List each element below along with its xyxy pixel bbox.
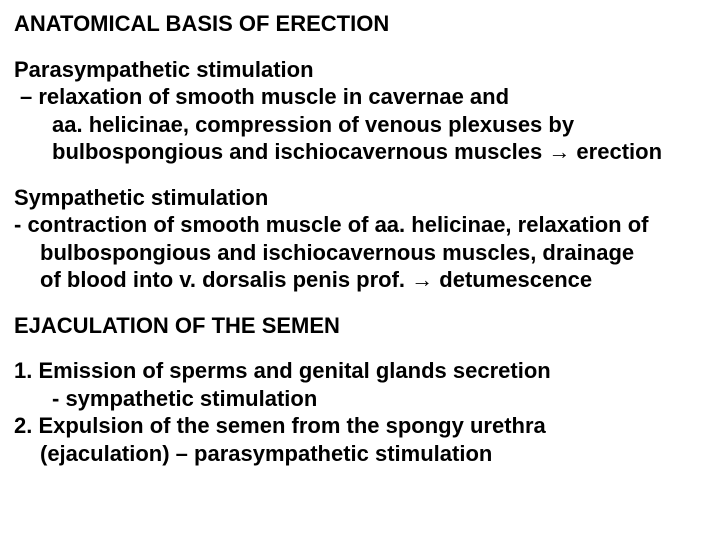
parasympathetic-heading: Parasympathetic stimulation: [14, 56, 706, 84]
sympathetic-block: Sympathetic stimulation - contraction of…: [14, 184, 706, 294]
heading-anatomical-basis: ANATOMICAL BASIS OF ERECTION: [14, 10, 706, 38]
document-page: ANATOMICAL BASIS OF ERECTION Parasympath…: [0, 0, 720, 495]
parasympathetic-line-1: – relaxation of smooth muscle in caverna…: [14, 83, 706, 111]
ejaculation-block: 1. Emission of sperms and genital glands…: [14, 357, 706, 467]
sympathetic-line-3: of blood into v. dorsalis penis prof. → …: [14, 266, 706, 294]
parasympathetic-line-2: aa. helicinae, compression of venous ple…: [14, 111, 706, 139]
ejaculation-item-1: 1. Emission of sperms and genital glands…: [14, 357, 706, 385]
ejaculation-item-2-sub: (ejaculation) – parasympathetic stimulat…: [14, 440, 706, 468]
ejaculation-item-1-sub: - sympathetic stimulation: [14, 385, 706, 413]
sympathetic-heading: Sympathetic stimulation: [14, 184, 706, 212]
parasympathetic-line-3: bulbospongious and ischiocavernous muscl…: [14, 138, 706, 166]
sympathetic-line-1: - contraction of smooth muscle of aa. he…: [14, 211, 706, 239]
heading-ejaculation: EJACULATION OF THE SEMEN: [14, 312, 706, 340]
parasympathetic-block: Parasympathetic stimulation – relaxation…: [14, 56, 706, 166]
sympathetic-line-2: bulbospongious and ischiocavernous muscl…: [14, 239, 706, 267]
ejaculation-item-2: 2. Expulsion of the semen from the spong…: [14, 412, 706, 440]
